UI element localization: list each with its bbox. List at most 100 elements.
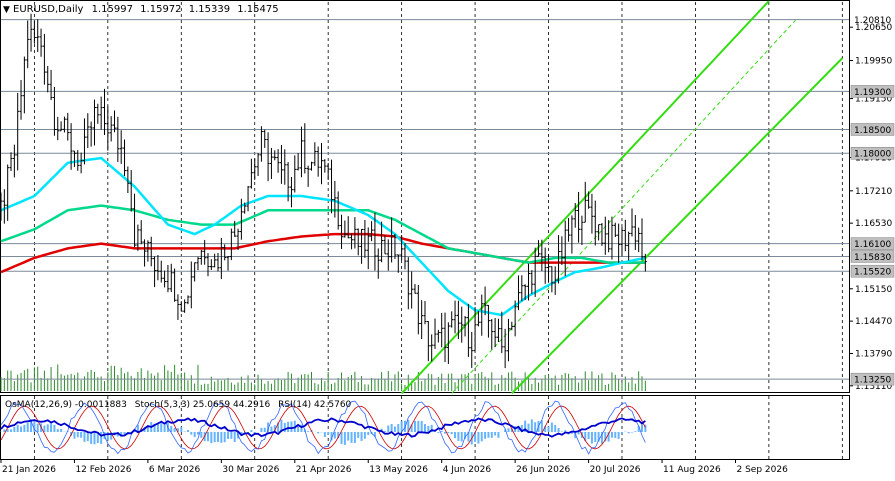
channel-line [511,57,844,395]
price-bar [410,271,414,309]
level-price-label: 1.15830 [850,250,895,263]
price-bar [179,301,183,312]
price-bar [239,198,243,240]
time-tick-label: 13 May 2026 [369,465,428,475]
price-bar [577,191,581,243]
price-bar [49,69,53,101]
price-bar [356,228,360,256]
price-bar [226,256,230,271]
osma-label: OsMA(12,26,9) -0.0011883 [5,400,127,410]
price-bar [640,218,644,261]
price-bar [366,227,370,270]
price-tick-label: 1.13790 [855,349,892,359]
price-bar [573,203,577,228]
price-bar [476,310,480,327]
price-bar [159,260,163,283]
price-bar [102,88,106,136]
price-tick-label: 1.19950 [855,57,892,67]
svg-text:OsMA(12,26,9) -0.0011883: OsMA(12,26,9) -0.0011883 Stoch(5,3,3) 25… [5,400,352,410]
svg-text:EURUSD,Daily 1.15997: EURUSD,Daily 1.15997 1.15972 1.15339 1.1… [13,4,279,15]
time-tick-label: 2 Sep 2026 [736,465,788,475]
price-bar [153,256,157,288]
price-bar [92,99,96,146]
price-bar [523,284,527,301]
price-bar [143,239,147,267]
price-bar [99,96,103,130]
price-bar [249,158,253,189]
rsi-label: RSI(14) 42.5760 [278,400,351,410]
price-bar [373,212,377,271]
price-bar [309,161,313,171]
level-price-text: 1.15830 [854,253,891,263]
price-bar [36,19,40,52]
ma-slow-line [0,232,646,274]
price-bar [550,266,554,293]
price-bar [149,236,153,267]
collapse-triangle-icon[interactable]: ▼ [3,5,10,15]
price-tick-label: 1.19150 [855,95,892,105]
price-bar [380,221,384,263]
price-bar [506,318,510,362]
high-value: 1.15972 [140,4,181,15]
price-bar [279,145,283,184]
price-bar [557,235,561,284]
price-bar [540,239,544,271]
price-bar [466,303,470,357]
price-bar [583,181,587,223]
level-price-text: 1.13250 [854,376,891,386]
price-bar [520,275,524,302]
price-tick-label: 1.17210 [855,187,892,197]
price-bar [243,202,247,214]
price-bar [627,231,631,261]
price-bar [116,116,120,162]
price-bar [59,121,63,132]
price-bar [560,236,564,265]
price-bar [436,329,440,343]
price-bar [603,216,607,255]
close-value: 1.15475 [237,4,278,15]
price-bar [340,214,344,249]
price-bar [396,254,400,273]
price-bar [607,220,611,253]
price-bar [106,106,110,151]
price-bar [283,149,287,185]
price-bar [570,215,574,254]
rsi-line [0,417,646,438]
price-bar [516,275,520,311]
price-bar [286,162,290,202]
price-bar [400,234,404,261]
price-bar [420,300,424,340]
price-bar [343,220,347,238]
price-bar [213,253,217,268]
price-bar [89,121,93,147]
price-bar [510,321,514,331]
price-bar [39,28,43,57]
price-bar [593,200,597,246]
time-tick-label: 30 Mar 2026 [222,465,279,475]
price-bar [259,126,263,162]
price-bar [600,223,604,246]
price-axis: 1.206501.199501.191501.179101.172101.165… [849,16,895,392]
open-value: 1.15997 [92,4,133,15]
price-bar [193,262,197,282]
price-bar [610,216,614,260]
price-bar [129,170,133,212]
price-bar [360,228,364,264]
price-bar [196,256,200,271]
price-bar [363,219,367,258]
price-bar [0,192,3,221]
price-bar [320,142,324,185]
price-bar [490,319,494,350]
price-bar [216,252,220,272]
price-bar [176,294,180,320]
price-bar [630,208,634,237]
price-bar [289,177,293,208]
price-bar [6,164,10,221]
price-bar [390,217,394,263]
time-tick-label: 12 Feb 2026 [75,465,131,475]
price-bar [473,307,477,352]
price-bar [32,20,36,44]
stoch-main-line [0,400,646,455]
price-bar [480,294,484,336]
